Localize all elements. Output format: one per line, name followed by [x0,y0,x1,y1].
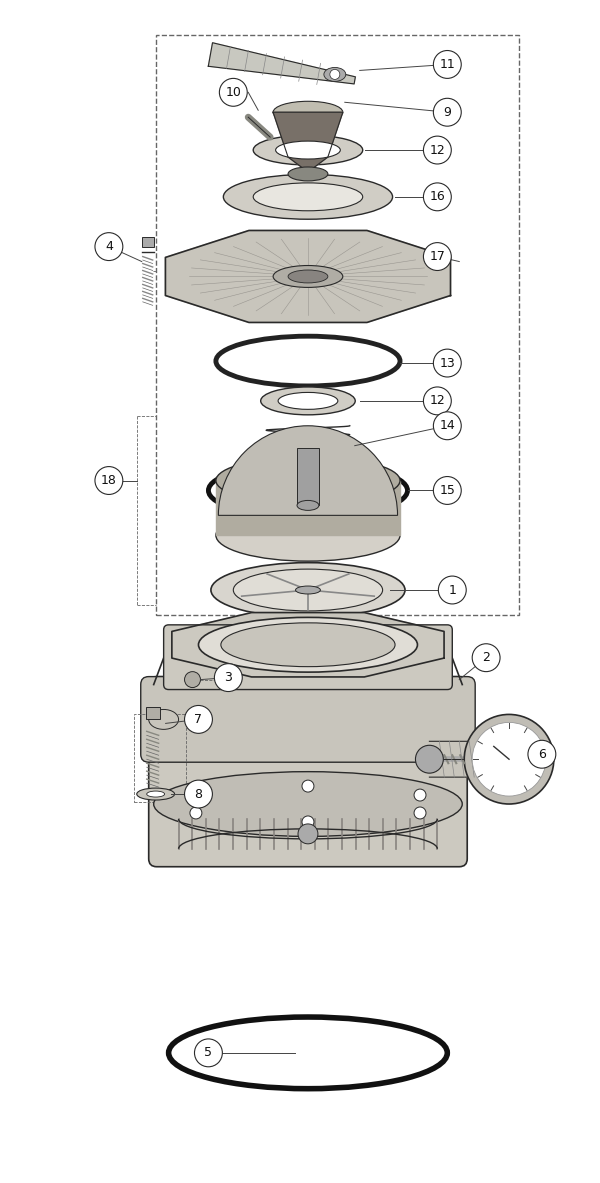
Ellipse shape [324,67,346,82]
Ellipse shape [296,586,320,594]
Circle shape [424,387,451,415]
Text: 3: 3 [224,671,232,684]
Ellipse shape [288,270,328,283]
Ellipse shape [216,510,400,561]
Ellipse shape [233,569,383,610]
Circle shape [472,644,500,672]
Text: 2: 2 [482,651,490,664]
Polygon shape [172,613,444,677]
Ellipse shape [253,135,363,164]
Circle shape [330,70,340,79]
Circle shape [464,715,554,804]
Ellipse shape [278,393,338,409]
Polygon shape [166,231,451,323]
Bar [146,707,160,719]
Text: 8: 8 [194,788,202,801]
Text: 12: 12 [430,143,445,156]
Circle shape [414,789,426,801]
Bar [297,447,319,505]
Circle shape [528,741,556,768]
Polygon shape [217,480,400,535]
Polygon shape [208,43,355,84]
Ellipse shape [199,618,418,672]
Ellipse shape [273,102,343,123]
Bar [134,715,185,802]
Circle shape [190,807,202,819]
Ellipse shape [273,265,343,287]
Text: 1: 1 [448,583,456,596]
FancyBboxPatch shape [164,625,452,690]
Bar [142,237,154,246]
Text: 18: 18 [101,474,117,487]
FancyBboxPatch shape [149,677,467,867]
Text: 9: 9 [443,105,451,118]
Wedge shape [218,426,398,516]
Circle shape [220,78,247,106]
Text: 6: 6 [538,748,546,761]
Ellipse shape [275,141,340,159]
Circle shape [185,780,212,808]
Ellipse shape [297,500,319,510]
Ellipse shape [260,387,355,415]
Circle shape [433,477,461,504]
Circle shape [424,183,451,211]
Ellipse shape [137,788,175,800]
Ellipse shape [211,563,405,618]
Circle shape [414,807,426,819]
Circle shape [302,816,314,828]
Text: 10: 10 [226,86,241,99]
Polygon shape [273,112,343,172]
Circle shape [194,1039,223,1067]
Text: 12: 12 [430,394,445,407]
Circle shape [433,98,461,127]
Circle shape [185,705,212,733]
Circle shape [433,51,461,78]
Text: 4: 4 [105,240,113,253]
Ellipse shape [223,174,392,219]
Ellipse shape [288,167,328,181]
Ellipse shape [149,710,179,730]
Circle shape [214,664,242,692]
Text: 5: 5 [205,1046,212,1059]
Circle shape [424,136,451,164]
Text: 7: 7 [194,713,202,726]
Text: 13: 13 [439,356,455,369]
Text: 17: 17 [430,250,445,263]
Text: 11: 11 [439,58,455,71]
Circle shape [95,466,123,494]
Ellipse shape [154,771,462,836]
Circle shape [185,672,200,687]
Circle shape [190,789,202,801]
Circle shape [439,576,466,605]
Circle shape [298,823,318,843]
Ellipse shape [147,791,164,797]
Text: 14: 14 [439,419,455,432]
Ellipse shape [216,457,400,504]
Circle shape [433,412,461,440]
Text: 15: 15 [439,484,455,497]
FancyBboxPatch shape [141,677,475,762]
Circle shape [433,349,461,377]
Text: 16: 16 [430,190,445,203]
Circle shape [424,243,451,271]
Ellipse shape [221,623,395,667]
Bar [155,34,519,615]
Circle shape [415,745,443,774]
Polygon shape [430,742,519,777]
Circle shape [95,233,123,260]
Circle shape [472,723,546,796]
Circle shape [302,780,314,793]
Ellipse shape [253,183,363,211]
